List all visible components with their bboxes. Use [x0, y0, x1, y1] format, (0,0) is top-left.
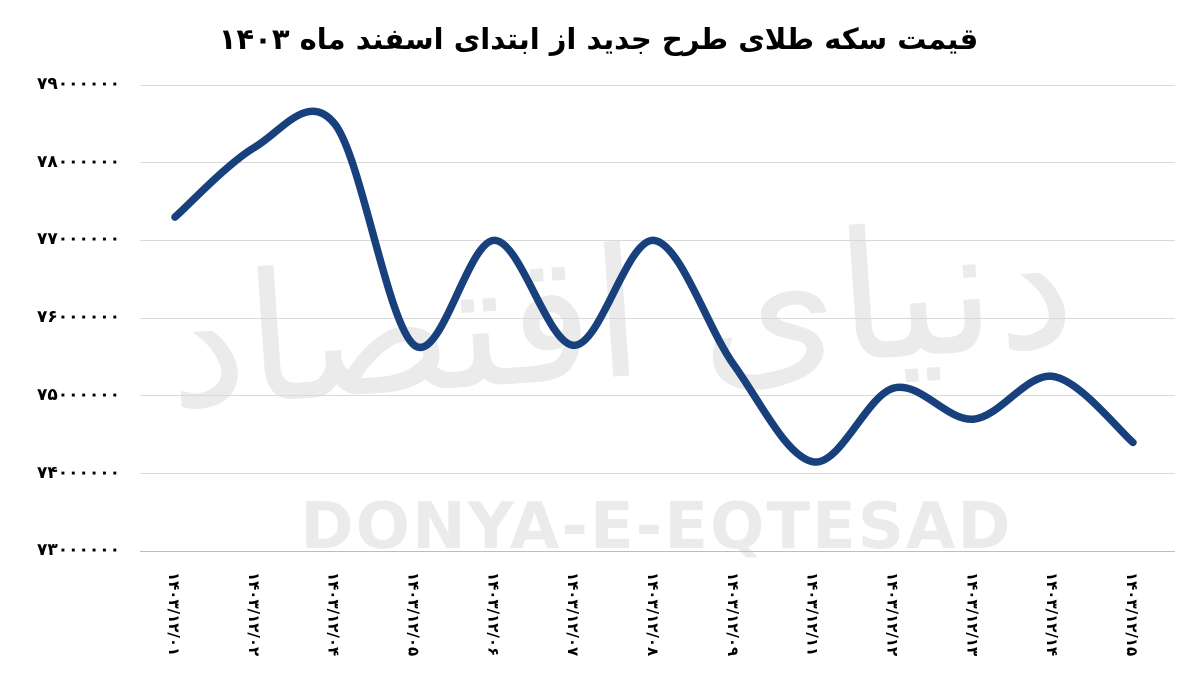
y-tick-label: ۷۳۰۰۰۰۰۰ [36, 540, 120, 561]
x-tick-label: ۱۴۰۳/۱۲/۰۲ [244, 572, 263, 657]
x-tick-label: ۱۴۰۳/۱۲/۰۸ [644, 572, 662, 657]
gridline [140, 317, 1175, 319]
x-tick-label: ۱۴۰۳/۱۲/۰۶ [484, 572, 503, 657]
x-tick-label: ۱۴۰۳/۱۲/۱۴ [1043, 572, 1062, 657]
y-tick-label: ۷۶۰۰۰۰۰۰ [36, 307, 120, 328]
gridline [140, 239, 1175, 241]
x-tick-label: ۱۴۰۳/۱۲/۱۲ [883, 572, 902, 657]
gridline [140, 473, 1175, 475]
chart-title: قیمت سکه طلای طرح جدید از ابتدای اسفند م… [218, 22, 979, 56]
y-tick-label: ۷۷۰۰۰۰۰۰ [36, 229, 120, 250]
x-tick-label: ۱۴۰۳/۱۲/۱۵ [1123, 572, 1141, 657]
y-tick-label: ۷۴۰۰۰۰۰۰ [36, 462, 120, 483]
gridline [140, 84, 1175, 86]
x-tick-label: ۱۴۰۳/۱۲/۰۷ [564, 572, 583, 657]
x-tick-label: ۱۴۰۳/۱۲/۰۴ [324, 572, 343, 657]
x-tick-label: ۱۴۰۳/۱۲/۰۹ [723, 572, 742, 657]
gridline [140, 395, 1175, 397]
x-tick-label: ۱۴۰۳/۱۲/۱۱ [803, 572, 822, 657]
gridline [140, 162, 1175, 164]
y-tick-label: ۷۹۰۰۰۰۰۰ [36, 74, 120, 94]
gridline [140, 550, 1175, 552]
x-tick-label: ۱۴۰۳/۱۲/۱۳ [963, 572, 982, 657]
x-tick-label: ۱۴۰۳/۱۲/۰۵ [404, 572, 423, 657]
watermark-persian-logo: دنیای اقتصاد [159, 179, 1081, 450]
x-tick-label: ۱۴۰۳/۱۲/۰۱ [165, 572, 183, 657]
y-tick-label: ۷۸۰۰۰۰۰۰ [36, 151, 120, 172]
watermark-latin-text: DONYA-E-EQTESAD [300, 490, 1013, 564]
y-tick-label: ۷۵۰۰۰۰۰۰ [36, 384, 120, 405]
